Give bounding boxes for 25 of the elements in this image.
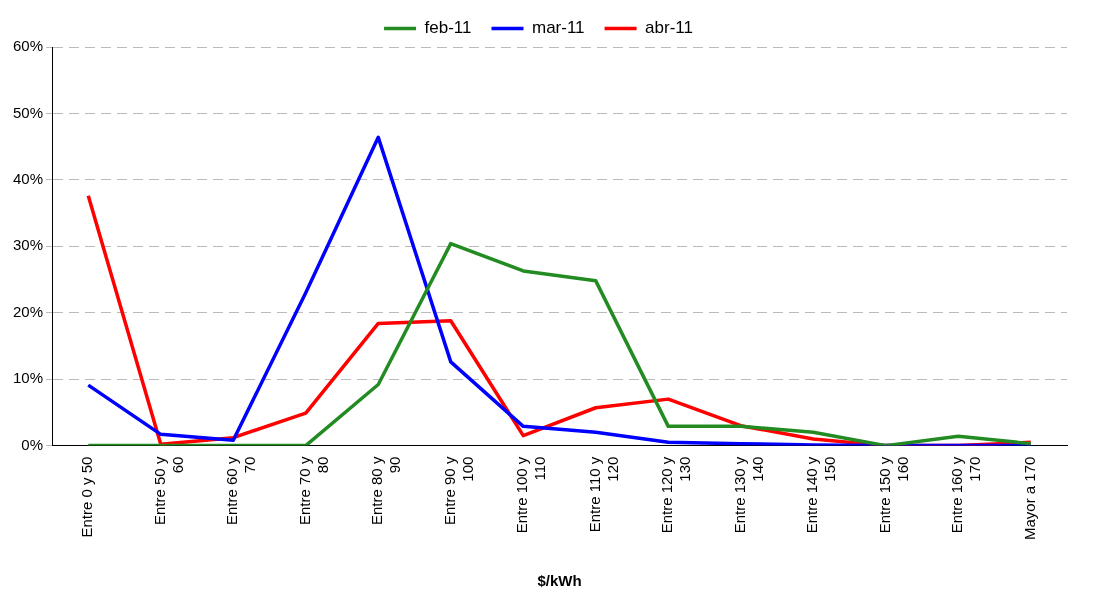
- y-tick-label: 40%: [12, 170, 44, 188]
- x-tick-label: Entre 80 y 90: [368, 456, 404, 525]
- y-tick-label: 10%: [12, 369, 44, 387]
- x-tick-label: Entre 130 y 140: [730, 456, 766, 534]
- x-axis-title: $/kWh: [537, 572, 582, 590]
- x-tick-label: Entre 70 y 80: [295, 456, 331, 525]
- x-tick-label: Entre 90 y 100: [440, 456, 476, 525]
- x-tick-label: Entre 140 y 150: [803, 456, 839, 534]
- y-tick-label: 0%: [21, 435, 44, 453]
- x-tick-label: Mayor a 170: [1020, 456, 1038, 541]
- y-tick-label: 20%: [12, 302, 44, 320]
- x-tick-label: Entre 160 y 170: [948, 456, 984, 534]
- legend-label: abr-11: [645, 18, 693, 38]
- legend-label: feb-11: [424, 18, 472, 38]
- y-tick-label: 30%: [12, 236, 44, 254]
- x-tick-label: Entre 0 y 50: [78, 456, 96, 538]
- y-tick-label: 50%: [12, 103, 44, 121]
- x-tick-label: Entre 50 y 60: [150, 456, 186, 525]
- x-tick-label: Entre 60 y 70: [223, 456, 259, 525]
- x-tick-label: Entre 110 y 120: [585, 456, 621, 533]
- x-tick-label: Entre 120 y 130: [658, 456, 694, 534]
- x-tick-label: Entre 100 y 110: [513, 456, 549, 534]
- legend-label: mar-11: [531, 18, 585, 38]
- x-tick-label: Entre 150 y 160: [875, 456, 911, 534]
- y-tick-label: 60%: [12, 37, 44, 55]
